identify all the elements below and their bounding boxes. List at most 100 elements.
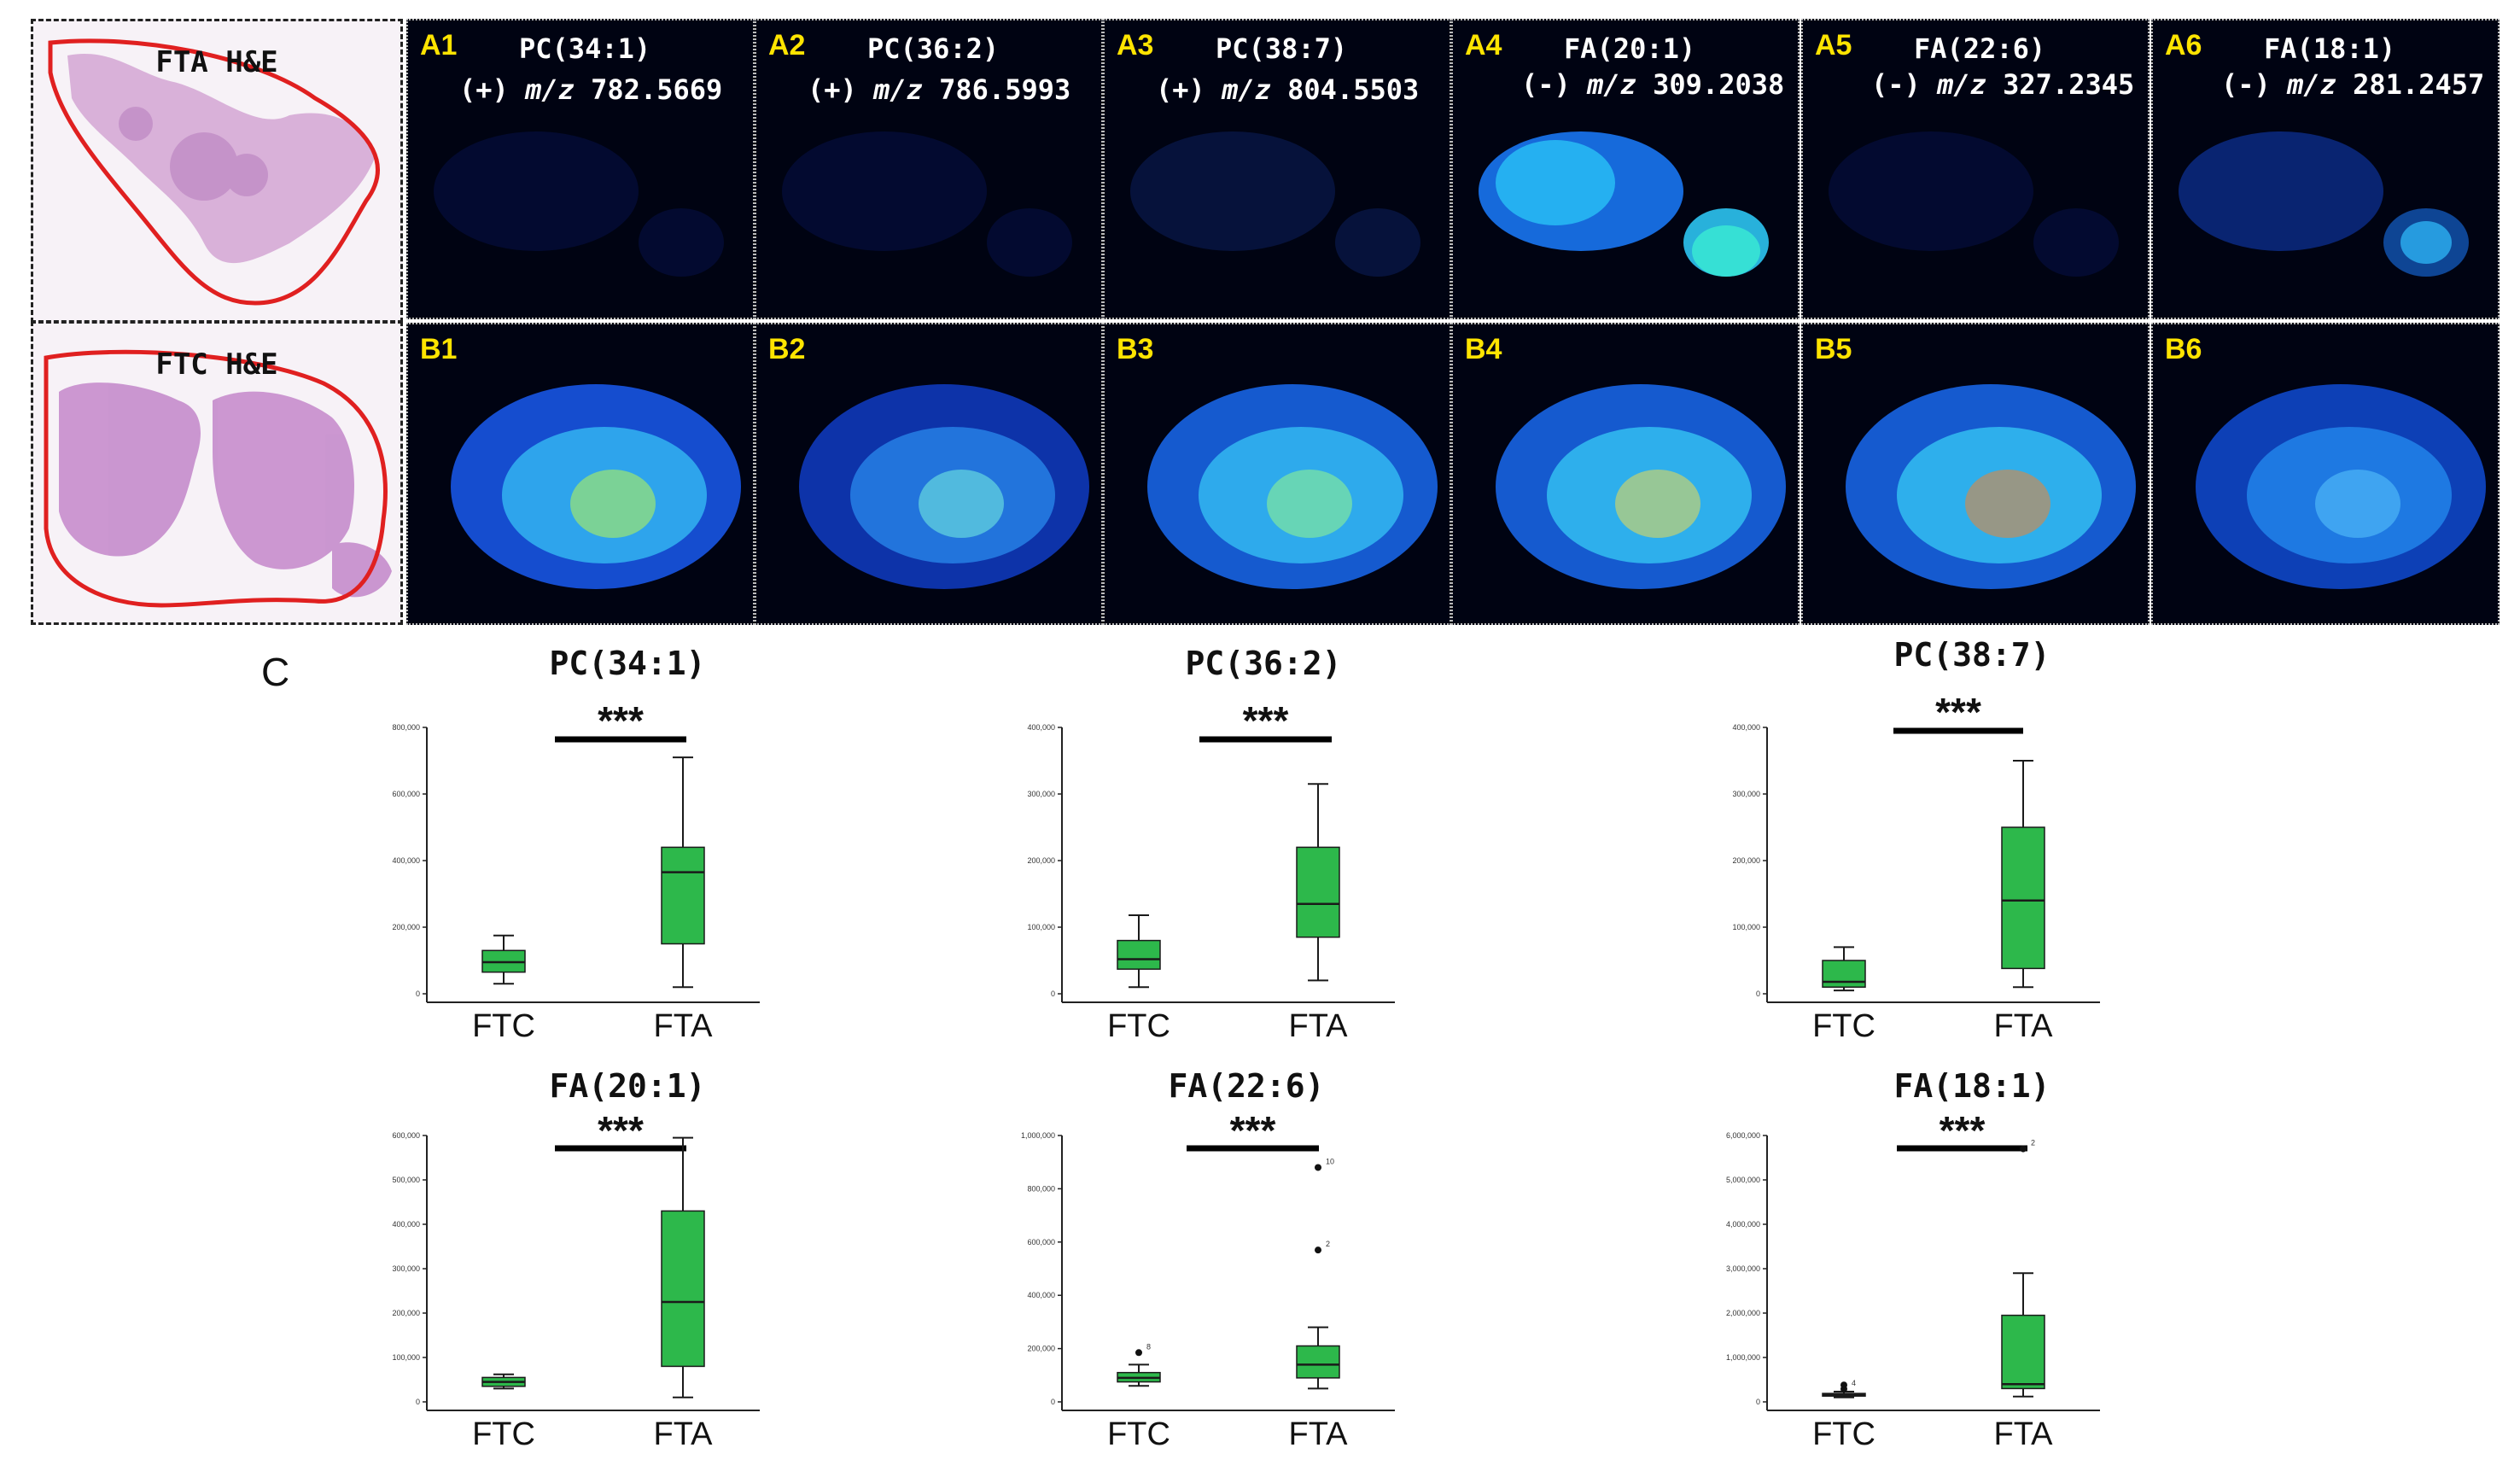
box-fta [2001,1314,2045,1390]
x-category-label: FTC [1812,1008,1875,1044]
x-category-label: FTA [654,1416,714,1452]
box-fta [661,846,705,945]
mz-value: (+) m/z 786.5993 [808,73,1070,106]
msi-image-b3: B3 [1103,323,1451,625]
y-tick-label: 1,000,000 [1021,1131,1055,1140]
x-category-label: FTA [1994,1008,2054,1044]
compound-name: FA(18:1) [2264,32,2396,65]
intensity-blob [782,131,987,251]
compound-name: FA(20:1) [1564,32,1696,65]
box-fta [2001,826,2045,970]
y-tick-label: 200,000 [1027,1345,1055,1353]
x-category-label: FTA [1289,1416,1349,1452]
msi-heatmap [1496,384,1786,589]
x-category-label: FTC [1812,1416,1875,1452]
intensity-blob [570,470,656,538]
significance-stars: *** [598,1108,644,1153]
mz-prefix: m/z [873,73,940,106]
msi-image-a6: A6 FA(18:1) (-) m/z 281.2457 [2151,19,2500,319]
y-tick-label: 100,000 [392,1353,420,1362]
outlier-label: 2 [1326,1240,1330,1248]
region-outline [44,349,388,608]
y-tick-label: 4,000,000 [1726,1220,1760,1229]
y-tick-label: 0 [1051,1398,1055,1406]
intensity-blob [1267,470,1352,538]
y-tick-label: 200,000 [392,923,420,931]
panel-label: A4 [1465,29,1502,61]
he-tissue-ftc [44,349,392,608]
plot-title: FA(22:6) [1168,1067,1324,1105]
intensity-blob [2315,470,2400,538]
msi-heatmap [1829,131,2119,277]
y-tick-label: 0 [416,990,420,998]
msi-image-a4: A4 FA(20:1) (-) m/z 309.2038 [1451,19,1800,319]
y-tick-label: 200,000 [1027,856,1055,865]
plot-title: FA(18:1) [1893,1067,2050,1105]
plot-title: PC(38:7) [1893,636,2050,674]
he-image-ftc: FTC H&E [31,321,403,625]
mz-prefix: m/z [525,73,592,106]
msi-heatmap [451,384,741,589]
msi-heatmap [1479,131,1769,277]
outlier-label: 4 [1852,1379,1856,1387]
compound-name: PC(34:1) [519,32,651,65]
significance-stars: *** [1230,1108,1276,1153]
msi-image-b5: B5 [1801,323,2150,625]
intensity-blob [2179,131,2383,251]
x-category-label: FTA [1289,1008,1349,1044]
msi-image-a1: A1 PC(34:1) (+) m/z 782.5669 [406,19,755,319]
y-tick-label: 400,000 [392,856,420,865]
y-tick-label: 100,000 [1027,923,1055,931]
significance-stars: *** [1243,698,1289,743]
x-category-label: FTA [1994,1416,2054,1452]
ion-mode: (+) [459,73,526,106]
he-title-ftc: FTC H&E [155,347,278,382]
msi-image-b4: B4 [1451,323,1800,625]
msi-heatmap [1130,131,1420,277]
intensity-blob [2400,221,2452,264]
significance-stars: *** [598,698,644,743]
plot-title: FA(20:1) [549,1067,705,1105]
x-category-label: FTC [472,1416,535,1452]
panel-label: B4 [1465,333,1502,365]
mz-number: 309.2038 [1653,68,1785,101]
msi-heatmap [2196,384,2486,589]
outlier-point [1315,1164,1321,1171]
y-tick-label: 200,000 [392,1309,420,1317]
msi-image-b6: B6 [2151,323,2500,625]
outlier-point [2020,1145,2027,1153]
outlier-point [1840,1381,1847,1389]
intensity-blob [1965,470,2050,538]
panel-label: A6 [2165,29,2202,61]
intensity-blob [919,470,1004,538]
y-tick-label: 300,000 [1027,790,1055,798]
y-tick-label: 300,000 [392,1264,420,1273]
intensity-blob [1130,131,1335,251]
outlier-point [1135,1349,1142,1357]
x-category-label: FTA [654,1008,714,1044]
he-image-fta: FTA H&E [31,19,403,323]
panel-label: B6 [2165,333,2202,365]
he-title-fta: FTA H&E [155,45,278,79]
mz-value: (-) m/z 281.2457 [2221,68,2484,101]
mz-value: (-) m/z 327.2345 [1871,68,2134,101]
mz-number: 281.2457 [2353,68,2485,101]
he-tissue-fta [48,38,380,306]
outlier-label: 10 [1326,1157,1334,1165]
x-category-label: FTC [472,1008,535,1044]
y-tick-label: 100,000 [1732,923,1760,931]
ion-mode: (+) [808,73,874,106]
x-category-label: FTC [1107,1416,1170,1452]
msi-heatmap [799,384,1089,589]
y-tick-label: 0 [416,1398,420,1406]
intensity-blob [434,131,639,251]
panel-label: B5 [1815,333,1852,365]
ion-mode: (-) [1521,68,1588,101]
y-tick-label: 200,000 [1732,856,1760,865]
y-tick-label: 800,000 [1027,1184,1055,1193]
y-tick-label: 400,000 [392,1220,420,1229]
compound-name: PC(36:2) [867,32,1000,65]
intensity-blob [1829,131,2033,251]
y-tick-label: 400,000 [1027,723,1055,732]
